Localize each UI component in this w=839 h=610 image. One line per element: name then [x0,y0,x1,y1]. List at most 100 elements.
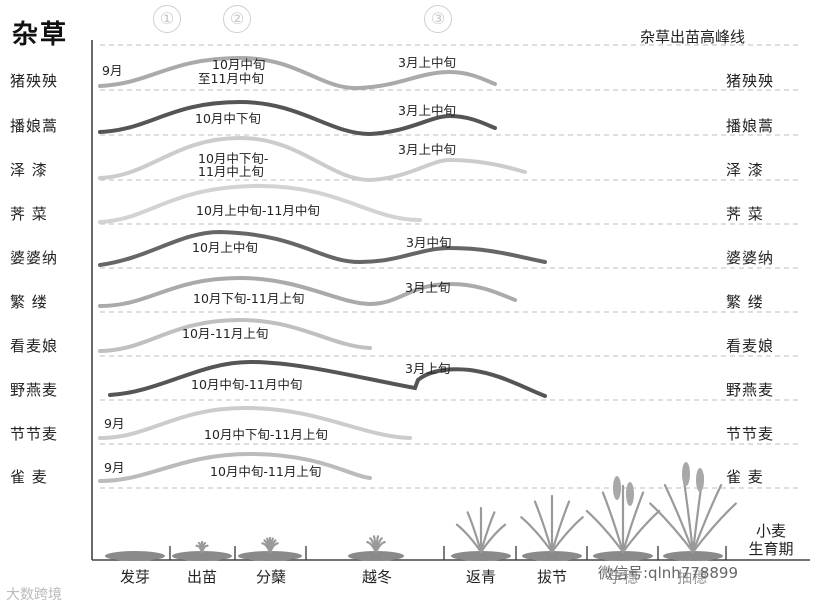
weed-name-left-2: 泽 漆 [10,161,48,179]
soil-mound-icon [593,551,653,561]
curve-label: 3月上中旬 [398,103,456,118]
soil-mound-icon [451,551,511,561]
wheat-leaf [466,511,483,554]
emergence-curve [98,451,372,483]
wheat-label-line-1: 小麦 [755,522,786,540]
weed-name-right-1: 播娘蒿 [726,117,775,135]
weed-name-right-5: 繁 缕 [726,293,764,311]
emergence-curve [98,229,547,267]
curve-label: 10月中旬-11月上旬 [210,464,322,479]
wheat-leaf [479,511,496,554]
weed-name-left-4: 婆婆纳 [10,249,59,267]
circled-number-2: ② [223,5,251,33]
curve-label: 3月中旬 [406,235,452,250]
curve-label: 至11月中旬 [198,71,264,86]
curve-label: 10月-11月上旬 [182,326,269,341]
curve-label: 10月中旬 [212,57,266,72]
wheat-leaf [550,516,584,554]
emergence-curve [98,99,497,137]
weed-name-right-0: 猪殃殃 [726,72,775,90]
wheat-plant-icon [649,474,737,554]
weed-name-right-4: 婆婆纳 [726,249,775,267]
weed-name-left-8: 节节麦 [10,425,59,443]
wheat-plant-icon [520,494,584,554]
weed-name-right-8: 节节麦 [726,425,775,443]
wheat-ear-icon [682,462,690,486]
stage-label-jointing: 拔节 [536,568,567,586]
wheat-plant-icon [261,536,279,554]
wheat-leaf [200,544,209,554]
curve-label: 3月上旬 [405,361,451,376]
wheat-leaf [601,491,625,554]
wheat-leaf [520,516,554,554]
soil-mound-icon [105,551,165,561]
weed-name-left-0: 猪殃殃 [10,72,59,90]
wheat-ear-icon [626,482,634,506]
weed-name-right-7: 野燕麦 [726,381,775,399]
wheat-leaf [621,491,645,554]
circled-number-1: ① [153,5,181,33]
wheat-label-line-2: 生育期 [748,540,794,558]
curve-label: 10月中旬-11月中旬 [191,377,303,392]
wheat-plant-icon [585,484,661,554]
watermark-left: 大数跨境 [6,587,62,603]
circled-number-3: ③ [424,5,452,33]
soil-mound-icon [238,551,302,561]
wheat-growth-label: 小麦 生育期 [736,522,806,558]
curve-label: 3月上中旬 [398,142,456,157]
weed-name-left-5: 繁 缕 [10,293,48,311]
stage-label-germination: 发芽 [119,568,150,586]
curve-label: 9月 [104,460,125,475]
wheat-ear-icon [613,476,621,500]
legend-title: 杂草出苗高峰线 [640,28,746,46]
diagram-title: 杂草 [12,20,69,50]
weed-name-left-6: 看麦娘 [10,337,59,355]
stage-label-overwinter: 越冬 [361,568,392,586]
wheat-plant-icons [105,462,737,561]
wheat-ear-icon [696,468,704,492]
weed-name-left-9: 雀 麦 [10,468,48,486]
weed-name-right-2: 泽 漆 [726,161,764,179]
emergence-curve [98,183,422,224]
weed-name-left-1: 播娘蒿 [10,117,59,135]
wheat-plant-icon [195,540,209,554]
emergence-curve [98,135,527,183]
curve-label: 9月 [104,416,125,431]
wheat-leaf [585,509,625,554]
wheat-leaf [533,500,554,554]
soil-mound-icon [172,551,232,561]
emergence-curves [98,55,547,483]
weed-name-left-3: 荠 菜 [10,205,48,223]
wheat-leaf [550,500,571,554]
curve-label: 10月上中旬-11月中旬 [196,203,320,218]
wheat-leaf [268,542,279,554]
stage-label-emergence: 出苗 [186,568,217,586]
wheat-leaf [479,523,507,554]
wheat-leaf [455,523,483,554]
weed-name-right-6: 看麦娘 [726,337,775,355]
stage-label-greening: 返青 [465,568,496,586]
soil-mound-icon [348,551,404,561]
curve-label: 10月中下旬 [195,111,261,126]
weed-name-right-3: 荠 菜 [726,205,764,223]
soil-mound-icon [522,551,582,561]
emergence-curve [108,359,547,398]
soil-mound-icon [663,551,723,561]
weed-name-left-7: 野燕麦 [10,381,59,399]
wheat-leaf [663,483,695,554]
curve-label: 10月中下旬-11月上旬 [204,427,328,442]
curve-label: 10月下旬-11月上旬 [193,291,305,306]
wheat-leaf [621,509,661,554]
wheat-leaf [691,502,737,554]
wheat-plant-icon [455,506,507,554]
curve-label: 10月上中旬 [192,240,258,255]
curve-label: 10月中下旬- [198,151,269,166]
curve-label: 3月上中旬 [398,55,456,70]
weed-name-right-9: 雀 麦 [726,468,764,486]
emergence-curve [98,275,517,308]
curve-label: 11月中上旬 [198,164,264,179]
curve-label: 3月上旬 [405,280,451,295]
wheat-leaf [374,540,386,554]
